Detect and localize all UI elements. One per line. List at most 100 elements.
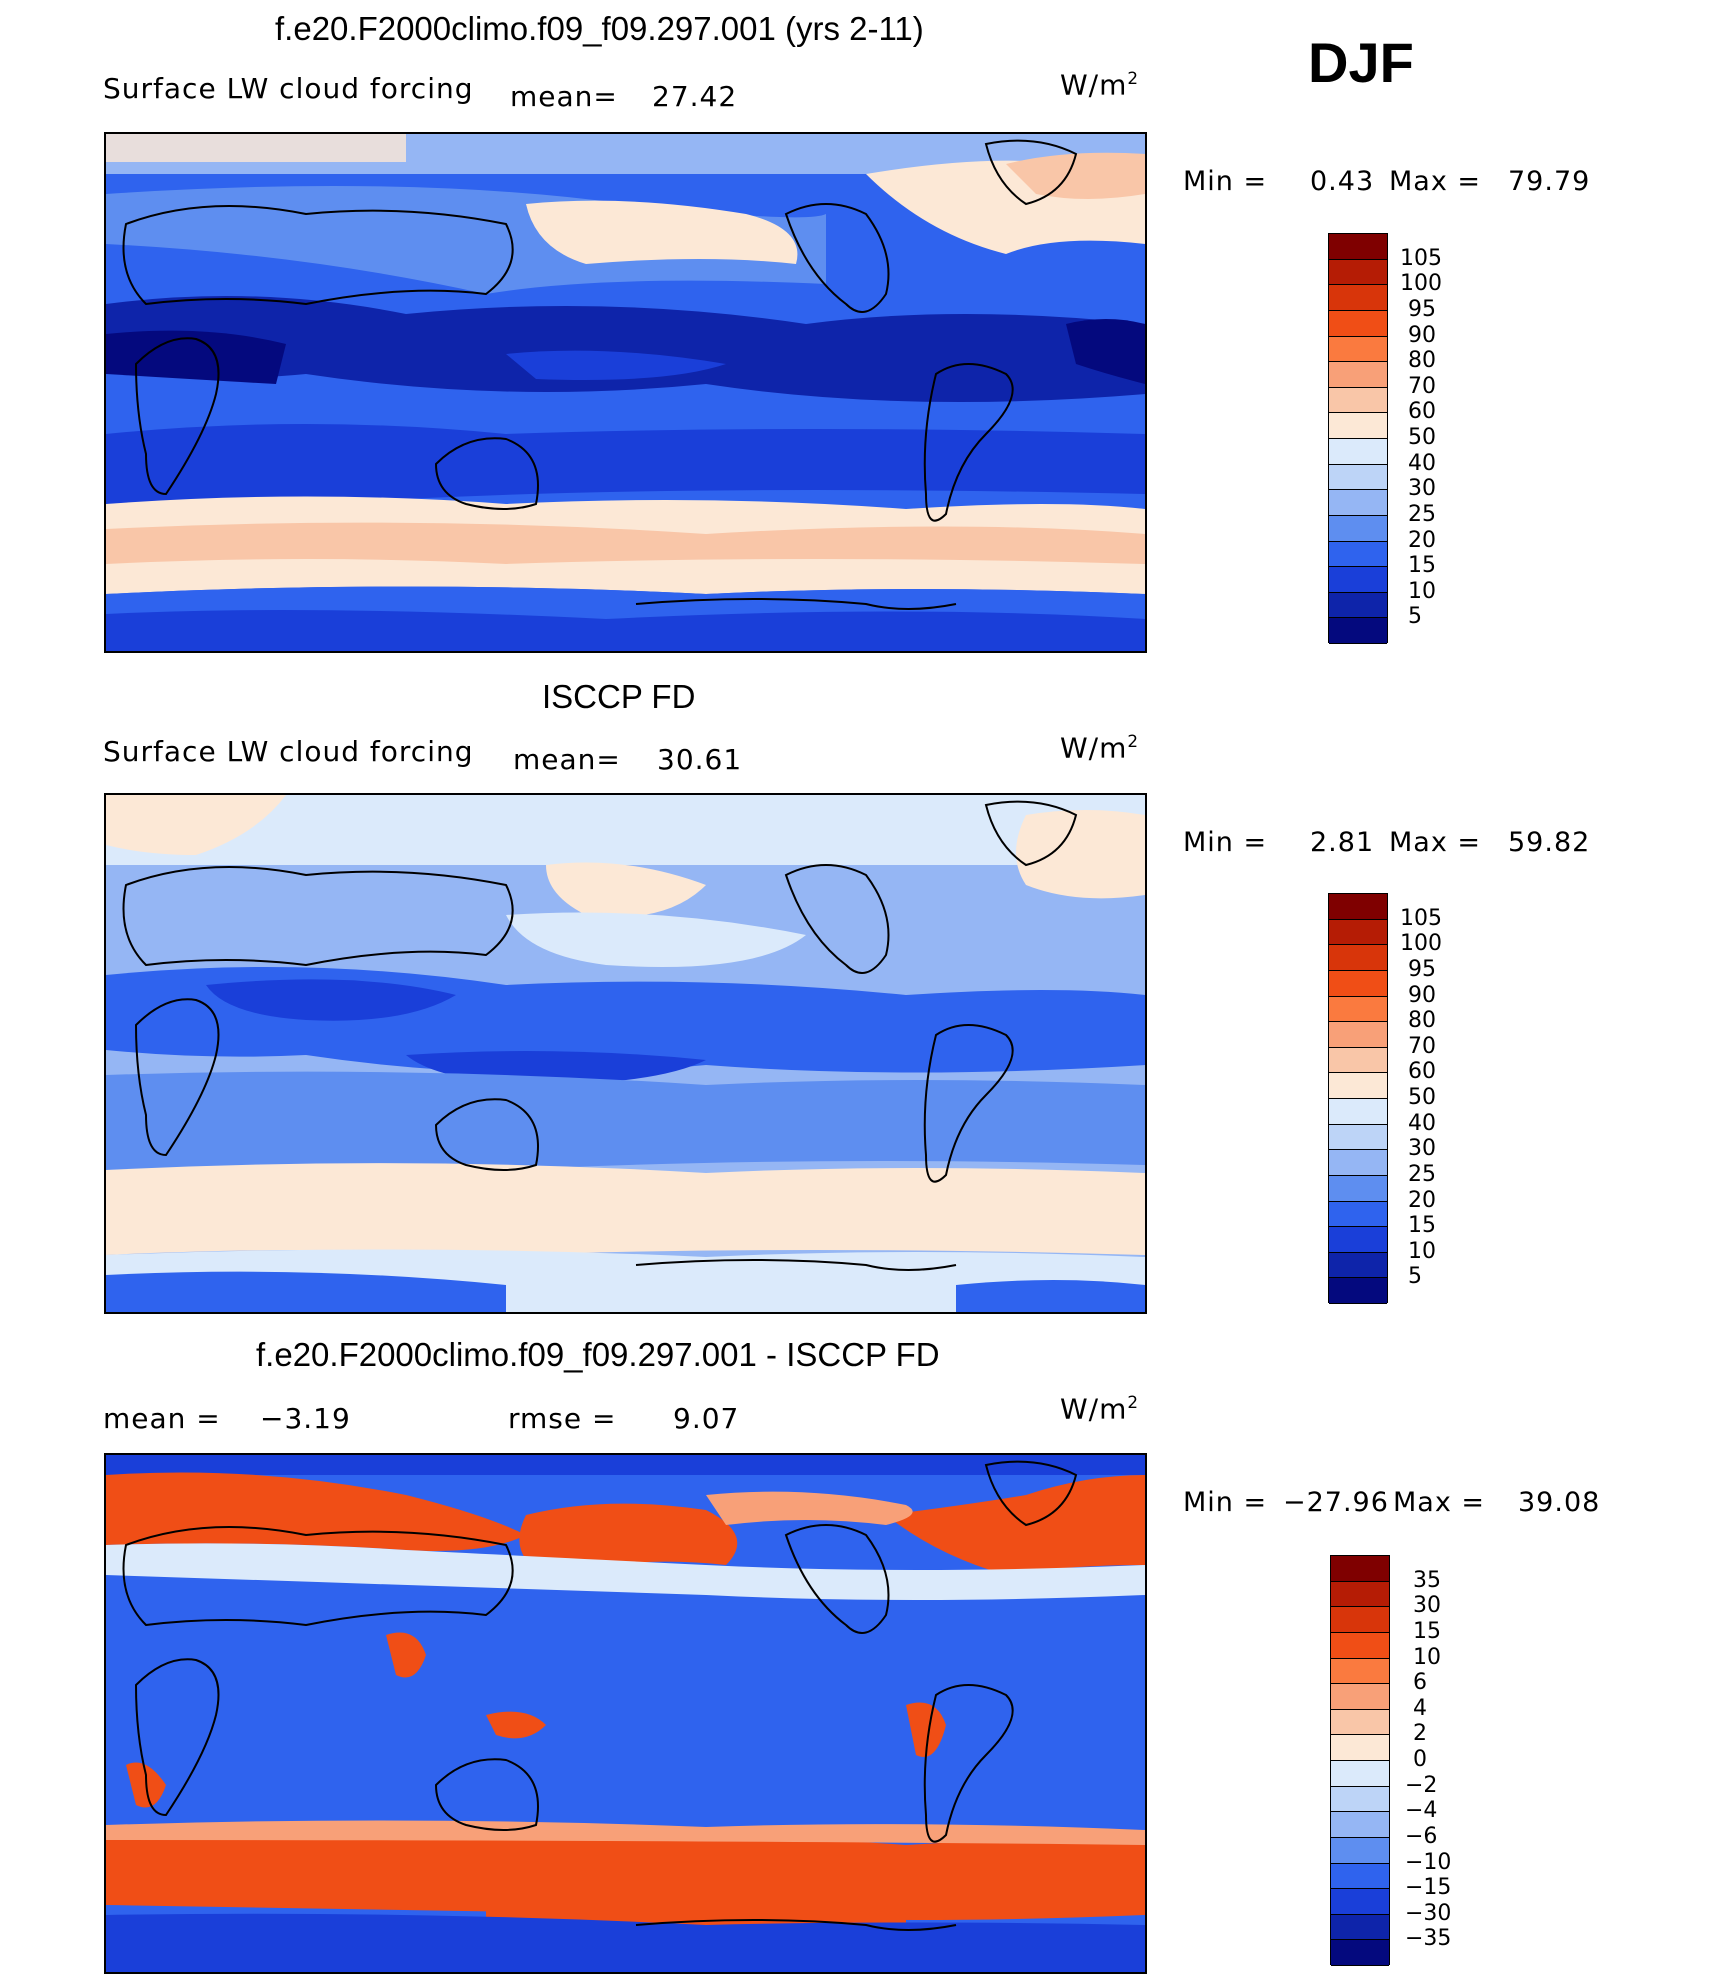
colorbar-swatch [1329, 894, 1387, 920]
panel3-mean-value: −3.19 [260, 1402, 351, 1435]
colorbar-swatch [1331, 1709, 1389, 1736]
panel2-min-value: 2.81 [1310, 827, 1375, 858]
colorbar-swatch [1329, 970, 1387, 997]
colorbar-level-label: 90 [1408, 982, 1436, 1008]
colorbar-level-label: 10 [1408, 1238, 1436, 1264]
panel1-max-value: 79.79 [1508, 166, 1591, 197]
season-label: DJF [1308, 31, 1414, 94]
panel3-max-value: 39.08 [1518, 1487, 1601, 1518]
colorbar-level-label: 6 [1413, 1670, 1427, 1696]
colorbar-swatch [1329, 413, 1387, 439]
panel3-title: f.e20.F2000climo.f09_f09.297.001 - ISCCP… [256, 1336, 940, 1373]
colorbar-swatch [1329, 362, 1387, 388]
colorbar-level-label: 30 [1408, 476, 1436, 502]
colorbar-swatch [1329, 464, 1387, 491]
colorbar-level-label: 80 [1408, 348, 1436, 374]
colorbar-swatch [1331, 1812, 1389, 1838]
colorbar-swatch [1329, 1150, 1387, 1176]
panel1-title: f.e20.F2000climo.f09_f09.297.001 (yrs 2-… [275, 10, 924, 47]
colorbar-level-label: 25 [1408, 1161, 1436, 1187]
colorbar-level-label: 15 [1408, 1213, 1436, 1239]
colorbar-swatch [1329, 1099, 1387, 1125]
colorbar-level-label: −35 [1405, 1926, 1452, 1952]
panel3-max-label: Max = [1393, 1487, 1486, 1518]
colorbar-level-label: 10 [1408, 578, 1436, 604]
colorbar-swatch [1329, 1073, 1387, 1099]
panel2-colorbar [1328, 893, 1388, 1304]
colorbar-swatch [1329, 387, 1387, 414]
colorbar-level-label: 15 [1413, 1618, 1441, 1644]
colorbar-level-label: 95 [1408, 296, 1436, 322]
colorbar-swatch [1329, 1227, 1387, 1253]
colorbar-swatch [1331, 1837, 1389, 1864]
panel2-map [104, 793, 1147, 1314]
colorbar-level-label: 5 [1408, 604, 1422, 630]
colorbar-swatch [1331, 1581, 1389, 1608]
colorbar-level-label: 60 [1408, 399, 1436, 425]
colorbar-swatch [1331, 1786, 1389, 1813]
colorbar-level-label: 4 [1413, 1695, 1427, 1721]
colorbar-swatch [1329, 919, 1387, 946]
colorbar-swatch [1329, 439, 1387, 465]
panel1-mean-value: 27.42 [652, 80, 738, 113]
colorbar-swatch [1329, 1278, 1387, 1304]
colorbar-level-label: 35 [1413, 1567, 1441, 1593]
colorbar-swatch [1329, 285, 1387, 311]
panel2-max-label: Max = [1389, 827, 1482, 858]
panel3-min-label: Min = [1183, 1487, 1268, 1518]
colorbar-swatch [1331, 1914, 1389, 1941]
panel2-min-label: Min = [1183, 827, 1268, 858]
colorbar-level-label: 80 [1408, 1008, 1436, 1034]
colorbar-level-label: 15 [1408, 553, 1436, 579]
colorbar-level-label: 70 [1408, 1033, 1436, 1059]
colorbar-swatch [1331, 1658, 1389, 1685]
colorbar-swatch [1329, 336, 1387, 363]
colorbar-swatch [1331, 1889, 1389, 1915]
panel3-min-value: −27.96 [1283, 1487, 1389, 1518]
colorbar-swatch [1331, 1940, 1389, 1966]
colorbar-level-label: 60 [1408, 1059, 1436, 1085]
colorbar-swatch [1331, 1863, 1389, 1890]
panel2-units: W/m2 [1060, 731, 1140, 765]
colorbar-level-label: 95 [1408, 956, 1436, 982]
colorbar-level-label: −15 [1405, 1875, 1452, 1901]
panel3-colorbar [1330, 1555, 1390, 1966]
colorbar-level-label: 105 [1400, 245, 1442, 271]
colorbar-level-label: −2 [1405, 1772, 1438, 1798]
colorbar-swatch [1331, 1632, 1389, 1659]
colorbar-level-label: 20 [1408, 527, 1436, 553]
colorbar-swatch [1329, 1124, 1387, 1151]
colorbar-level-label: 10 [1413, 1644, 1441, 1670]
colorbar-swatch [1329, 1047, 1387, 1074]
panel1-units: W/m2 [1060, 68, 1140, 102]
colorbar-swatch [1331, 1607, 1389, 1633]
panel2-variable-label: Surface LW cloud forcing [103, 735, 474, 768]
panel1-variable-label: Surface LW cloud forcing [103, 72, 474, 105]
colorbar-level-label: 100 [1400, 931, 1442, 957]
colorbar-swatch [1329, 541, 1387, 568]
colorbar-swatch [1331, 1684, 1389, 1710]
colorbar-level-label: 5 [1408, 1264, 1422, 1290]
panel1-map [104, 132, 1147, 653]
colorbar-swatch [1331, 1735, 1389, 1761]
colorbar-swatch [1329, 1022, 1387, 1048]
panel1-min-value: 0.43 [1310, 166, 1375, 197]
panel3-rmse-value: 9.07 [673, 1402, 740, 1435]
colorbar-swatch [1329, 259, 1387, 286]
colorbar-level-label: 2 [1413, 1721, 1427, 1747]
colorbar-swatch [1329, 996, 1387, 1023]
colorbar-level-label: 50 [1408, 1085, 1436, 1110]
panel2-mean-label: mean= [513, 743, 621, 776]
colorbar-level-label: −4 [1405, 1798, 1438, 1824]
colorbar-level-label: 70 [1408, 373, 1436, 399]
colorbar-swatch [1329, 490, 1387, 516]
colorbar-swatch [1329, 567, 1387, 593]
panel3-units: W/m2 [1060, 1392, 1140, 1426]
panel3-mean-label: mean = [103, 1402, 221, 1435]
panel1-min-label: Min = [1183, 166, 1268, 197]
panel2-title: ISCCP FD [542, 678, 696, 715]
colorbar-level-label: 20 [1408, 1187, 1436, 1213]
colorbar-level-label: 105 [1400, 905, 1442, 931]
panel1-colorbar [1328, 233, 1388, 644]
colorbar-level-label: 0 [1413, 1747, 1427, 1772]
